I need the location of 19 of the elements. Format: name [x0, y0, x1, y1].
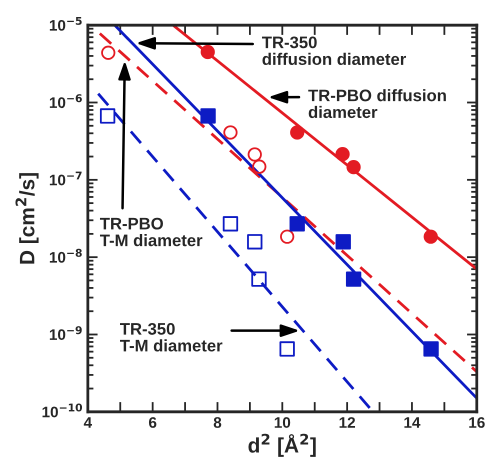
x-tick-label: 4 — [84, 417, 92, 428]
x-axis-title: d$^{2}$ [Å$^{2}$] — [248, 434, 316, 457]
annotation: TR-PBO diffusion diameter — [308, 89, 446, 118]
annotation: TR-PBO T-M diameter — [100, 218, 202, 246]
y-tick-label: 10$^{−10}$ — [42, 403, 82, 418]
x-tick-label: 14 — [404, 417, 420, 428]
y-tick-label: 10$^{−6}$ — [50, 94, 82, 108]
y-tick-label: 10$^{−9}$ — [50, 326, 82, 340]
x-tick-label: 6 — [148, 417, 156, 428]
y-tick-label: 10$^{−5}$ — [50, 16, 82, 31]
x-tick-label: 10 — [274, 417, 290, 428]
x-tick-label: 16 — [469, 417, 485, 428]
x-tick-label: 12 — [340, 417, 356, 428]
y-axis-title: D [cm$^{2}$/s] — [15, 173, 39, 264]
annotation: TR-350 diffusion diameter — [262, 36, 406, 66]
y-tick-label: 10$^{−7}$ — [50, 172, 82, 186]
x-tick-label: 8 — [214, 417, 222, 428]
y-tick-label: 10$^{−8}$ — [50, 248, 82, 263]
annotation: TR-350 T-M diameter — [120, 322, 222, 352]
